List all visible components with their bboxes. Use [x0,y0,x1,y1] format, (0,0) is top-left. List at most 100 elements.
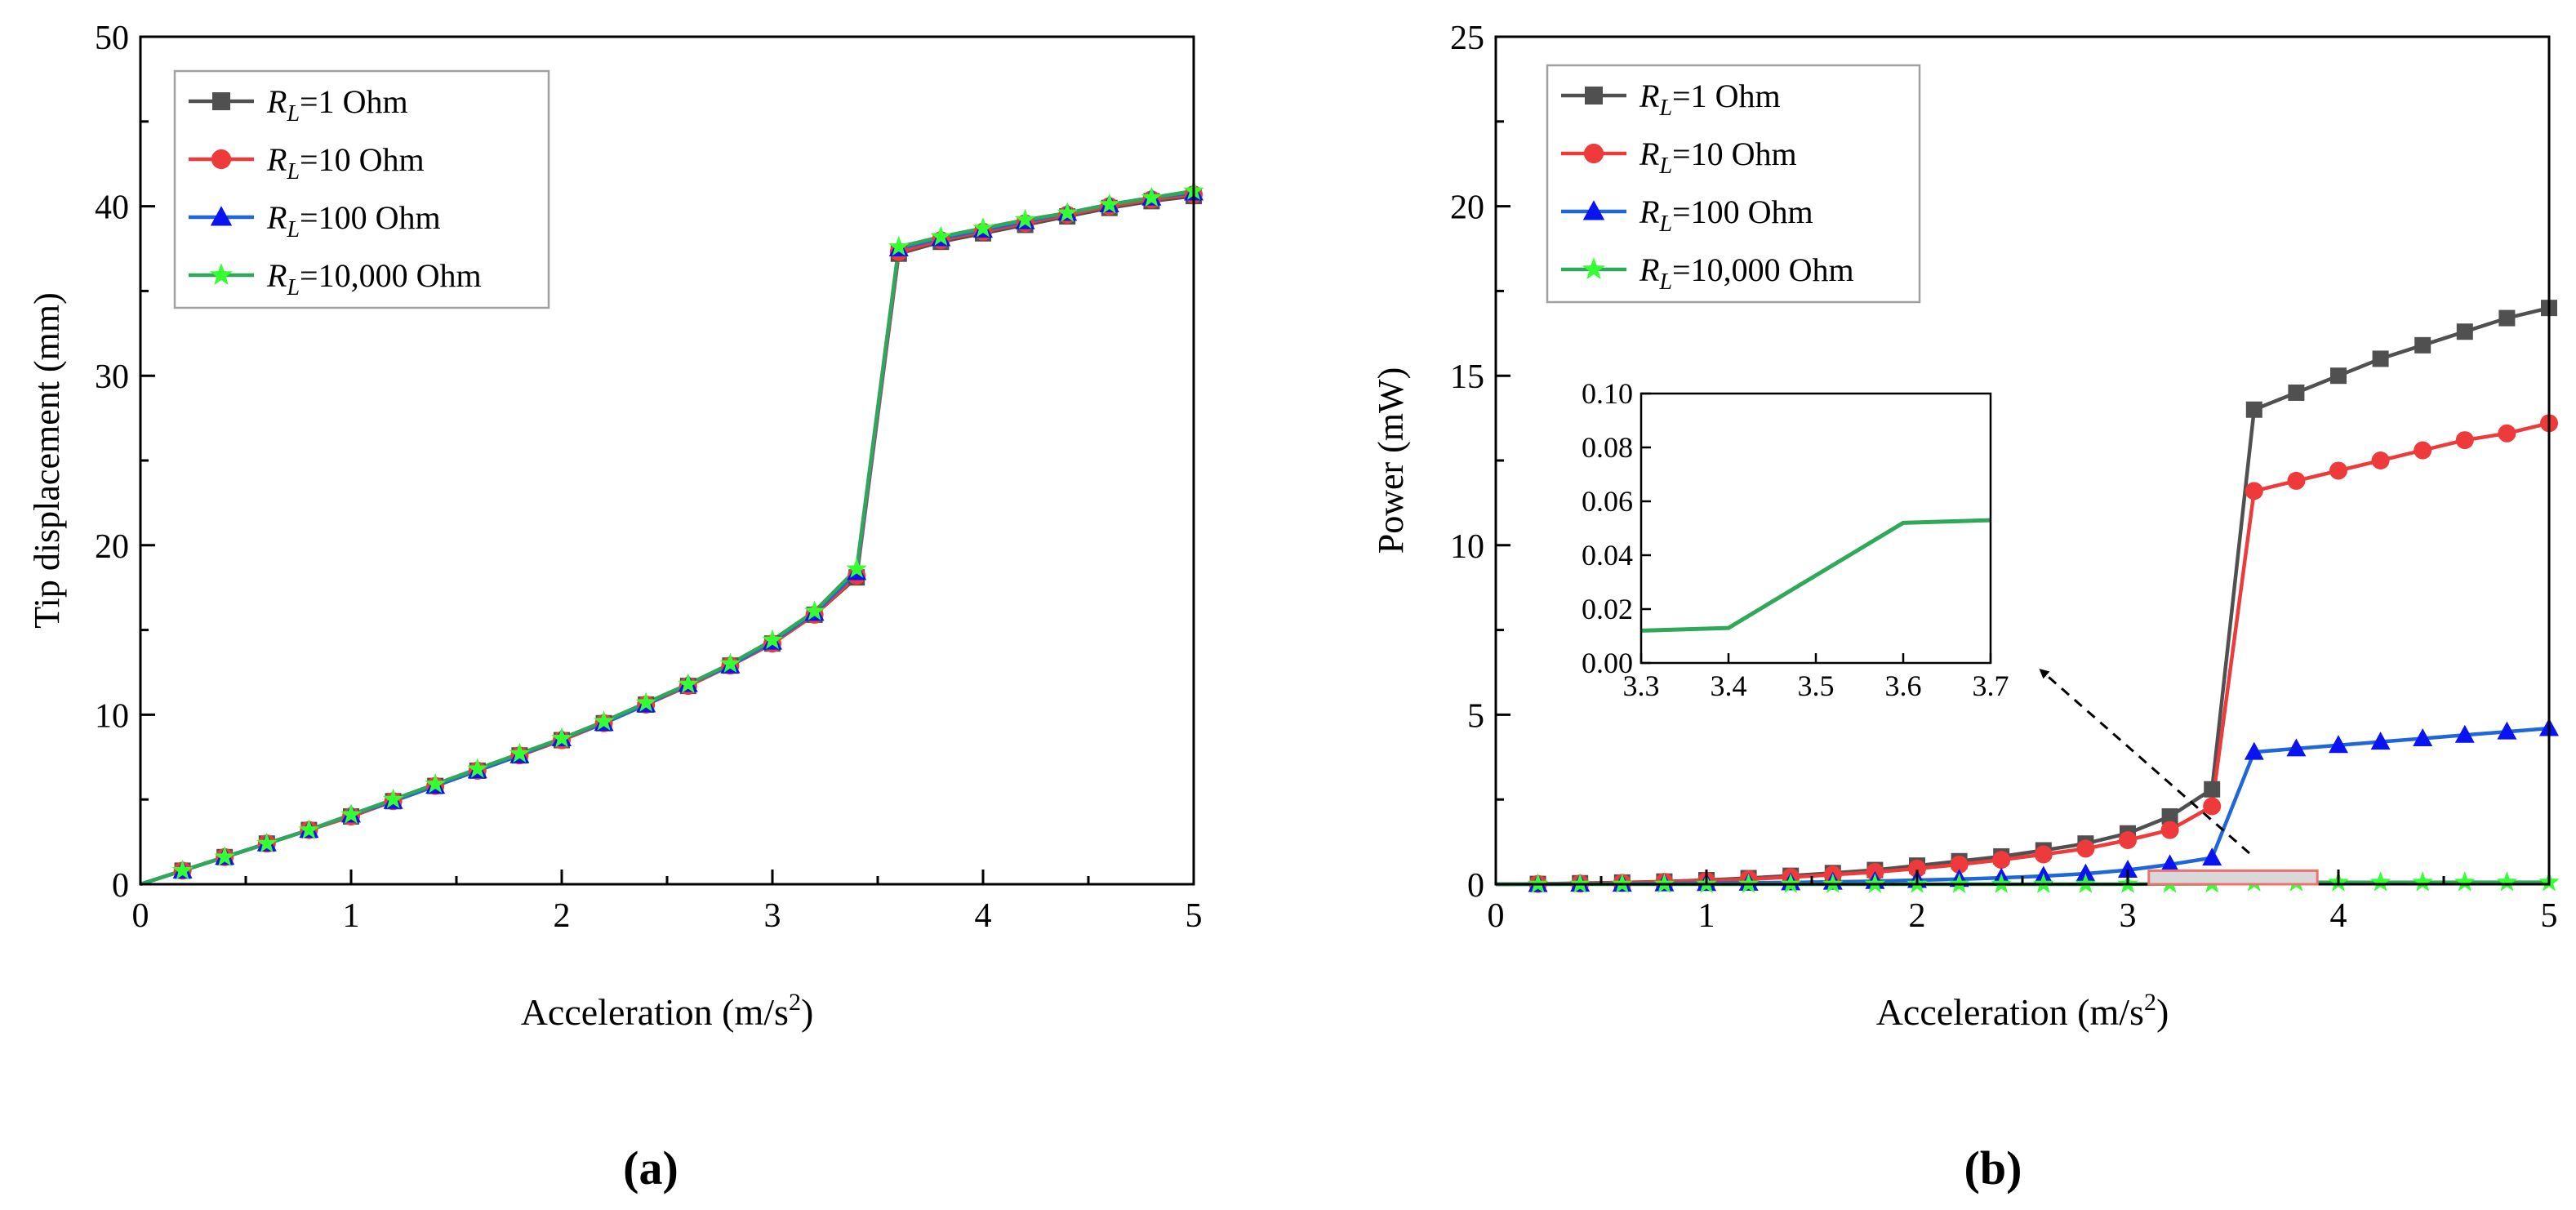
panel-a-legend-label: RL=10,000 Ohm [266,257,482,300]
panel-b-data-point [2414,336,2431,354]
panel-a-legend-marker [211,149,232,170]
panel-b-data-point [2119,831,2137,850]
panel-a-plot-area [140,180,1204,887]
panel-a-x-axis-label: Acceleration (m/s2) [521,989,814,1033]
panel-b-data-point [2288,384,2305,401]
panel-b-data-point [2245,482,2263,500]
panel-a-data-point [635,692,656,712]
panel-a-data-point [382,788,404,809]
panel-b-data-point [2455,431,2474,450]
panel-b-caption: (b) [1964,1141,2022,1194]
inset-highlight-region [2147,869,2319,886]
panel-b-y-tick-label: 15 [1450,358,1484,396]
panel-a-y-tick-label: 0 [112,867,129,905]
inset-background [1641,394,1991,663]
panel-b-legend-box [1546,64,1921,304]
inset-x-tick-label: 3.6 [1885,670,1922,702]
panel-b-x-tick-label: 1 [1698,897,1715,935]
inset-x-tick-label: 3.5 [1798,670,1835,702]
inset-y-tick-label: 0.04 [1582,539,1633,572]
panel-a-y-tick-label: 40 [95,189,129,227]
panel-a-data-point [1099,194,1120,214]
panel-b-data-point [2454,871,2476,892]
inset-x-tick-label: 3.7 [1973,670,2009,702]
panel-a-data-point [509,742,531,763]
panel-b-data-point [2371,452,2390,469]
panel-a-data-point [1141,186,1163,207]
panel-b-data-point [2414,441,2432,460]
panel-b-data-point [2075,863,2096,882]
panel-a-legend-marker [209,263,234,285]
inset-x-tick-label: 3.4 [1711,670,1747,702]
panel-a-x-tick-label: 4 [975,897,992,935]
panel-a-x-tick-label: 2 [554,897,571,935]
panel-b-data-point [2202,847,2222,866]
panel-b-data-point [2244,741,2264,760]
panel-a-data-point [719,652,741,673]
panel-b-data-point [2076,839,2095,858]
panel-b-data-point [2330,367,2347,385]
panel-b-data-point [2413,727,2433,746]
panel-a-data-point [1057,202,1078,222]
panel-b-y-tick-label: 25 [1450,20,1484,57]
panel-b-data-point [2161,807,2178,825]
panel-a-data-point [972,217,994,238]
panel-b-x-tick-label: 5 [2541,897,2558,935]
panel-b-data-point [1992,851,2011,870]
panel-a-legend-label: RL=10 Ohm [266,141,425,185]
panel-b-data-point [2286,738,2307,757]
panel-b-legend: RL=1 Ohm RL=10 Ohm RL=100 Ohm RL=10,000 Ohm [1546,64,1921,304]
panel-b-y-tick-label: 5 [1467,697,1484,735]
inset-y-tick-label: 0.06 [1582,485,1633,518]
panel-b-data-point [1950,855,1969,874]
inset: 3.3 3.4 3.5 3.6 3.7 0.00 0.02 0.04 0.06 0.08 0.10 [1582,377,2009,702]
panel-a-data-point [593,710,615,731]
panel-b-data-point [1908,859,1926,878]
panel-b-data-point [2369,871,2391,892]
panel-a-caption: (a) [623,1141,678,1194]
panel-a-x-tick-label: 0 [132,897,149,935]
panel-b-data-point [2372,350,2389,367]
panel-a-y-tick-label: 20 [95,528,129,566]
panel-b-legend-marker [1582,200,1605,220]
panel-a-data-point [340,803,362,824]
panel-b-data-point [2329,461,2347,480]
panel-a-y-tick-label: 10 [95,697,129,735]
panel-a-legend-box [173,69,550,309]
panel-b-data-point [2118,860,2138,879]
panel-b-data-point [2454,724,2475,743]
panel-b-y-tick-label: 10 [1450,528,1484,566]
inset-ticks: 3.3 3.4 3.5 3.6 3.7 0.00 0.02 0.04 0.06 0.08 0.10 [1582,377,2009,702]
panel-b-x-tick-label: 4 [2330,897,2347,935]
panel-b-legend-marker [1585,87,1603,105]
panel-a-data-point [214,846,235,866]
panel-b-data-point [2160,854,2180,873]
panel-b-data-point [2203,797,2222,816]
panel-b-data-point [2498,424,2516,443]
panel-a-data-point [171,859,194,880]
panel-a-data-point [678,673,699,693]
panel-b-y-tick-label: 0 [1467,867,1484,905]
panel-a-legend-label: RL=1 Ohm [266,83,408,127]
inset-y-tick-label: 0.08 [1582,431,1633,464]
panel-a-data-point [551,727,572,748]
panel-a-x-tick-label: 3 [764,897,781,935]
panel-a-data-point [425,773,446,794]
panel-b-data-point [2456,323,2473,340]
inset-plot-area [1640,518,1991,633]
panel-b-legend-marker [1583,143,1604,164]
panel-b-x-tick-label: 0 [1488,897,1505,935]
inset-series-line [1640,518,1991,633]
panel-b-ticks: 0 1 2 3 4 5 0 5 10 15 20 25 [1450,20,2558,935]
panel-b-x-axis-label: Acceleration (m/s2) [1876,989,2169,1033]
panel-b-legend-label: RL=1 Ohm [1639,78,1781,121]
panel-b-legend-label: RL=10,000 Ohm [1639,251,1854,295]
inset-pointer-arrow [2039,669,2250,855]
panel-b-x-tick-label: 2 [1909,897,1926,935]
panel-a-data-point [298,819,320,839]
panel-a-data-point [846,558,867,578]
panel-a-legend-label: RL=100 Ohm [266,199,441,242]
panel-a-x-tick-label: 1 [343,897,360,935]
panel-b-data-point [2497,721,2517,740]
